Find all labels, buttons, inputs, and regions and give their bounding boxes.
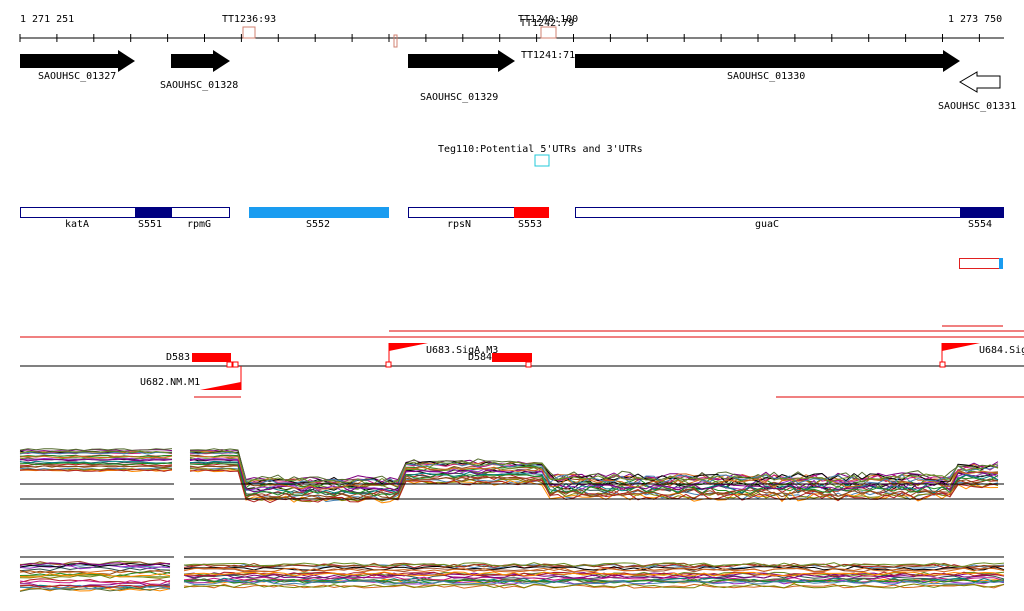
gene-label: SAOUHSC_01328	[160, 80, 238, 91]
feature	[960, 207, 1004, 218]
gene-label: SAOUHSC_01327	[38, 71, 116, 82]
promoter-flag	[200, 382, 241, 390]
profile-line	[183, 571, 1005, 577]
feature-label: S554	[968, 219, 992, 230]
profile-line	[19, 457, 173, 461]
profile-line	[19, 571, 171, 577]
promoter-label: U684.Sig	[979, 345, 1024, 356]
profile-line	[183, 567, 1005, 573]
profile-line	[19, 579, 171, 585]
profile-line	[183, 583, 1005, 589]
terminator	[242, 26, 256, 39]
profile-line	[19, 448, 173, 452]
promoter-label: U683.SigA.M3	[426, 345, 498, 356]
gene-label: SAOUHSC_01330	[727, 71, 805, 82]
profile-line	[189, 448, 999, 482]
gene-arrow	[959, 71, 1001, 93]
promoter-tick	[525, 361, 532, 368]
profile-line	[19, 465, 173, 469]
gene-label: SAOUHSC_01329	[420, 92, 498, 103]
promoter-tick	[939, 361, 946, 368]
terminator-label: TT1240:100	[518, 14, 578, 25]
teg-label: Teg110:Potential 5'UTRs and 3'UTRs	[438, 144, 643, 155]
profile-line	[183, 571, 1005, 577]
feature-label: S551	[138, 219, 162, 230]
expression-profiles	[19, 448, 1005, 592]
profile-line	[19, 572, 171, 578]
feature	[249, 207, 389, 218]
feature-label: rpmG	[187, 219, 211, 230]
gene-arrow	[408, 50, 515, 72]
ruler	[19, 34, 1004, 42]
feature-label: katA	[65, 219, 89, 230]
profile-line	[183, 580, 1005, 586]
promoter-tick	[385, 361, 392, 368]
ruler-end: 1 273 750	[948, 14, 1002, 25]
ruler-start: 1 271 251	[20, 14, 74, 25]
profile-line	[19, 451, 173, 455]
promoter-box	[192, 353, 231, 362]
profile-line	[19, 578, 171, 584]
profile-line	[189, 450, 999, 485]
profile-line	[19, 562, 171, 568]
profile-line	[19, 462, 172, 466]
profile-line	[19, 455, 173, 459]
teg-box	[534, 154, 550, 167]
profile-line	[19, 564, 171, 570]
promoter-label: D584	[468, 352, 492, 363]
feature-label: S552	[306, 219, 330, 230]
feature	[20, 207, 136, 218]
feature	[171, 207, 230, 218]
terminator	[540, 26, 557, 39]
feature-label: guaC	[755, 219, 779, 230]
profile-line	[189, 460, 999, 495]
profile-line	[189, 463, 999, 498]
profile-line	[19, 562, 171, 567]
promoter-tick	[226, 361, 233, 368]
feature	[575, 207, 961, 218]
gene-label: SAOUHSC_01331	[938, 101, 1016, 112]
promoter-tick	[232, 361, 239, 368]
profile-line	[183, 578, 1005, 584]
profile-line	[19, 564, 171, 569]
gene-arrow	[20, 50, 135, 72]
profile-line	[19, 460, 173, 464]
feature	[135, 207, 171, 218]
promoter-label: U682.NM.M1	[140, 377, 200, 388]
profile-line	[19, 468, 173, 472]
profile-line	[19, 566, 171, 572]
gene-arrow	[575, 50, 960, 72]
promoter-box	[492, 353, 532, 362]
terminator	[393, 34, 398, 48]
feature-label: S553	[518, 219, 542, 230]
feature	[514, 207, 549, 218]
profile-line	[19, 450, 173, 454]
terminator-label: TT1236:93	[222, 14, 276, 25]
profile-line	[19, 458, 173, 462]
feature-label: rpsN	[447, 219, 471, 230]
small-feature	[999, 258, 1003, 269]
gene-arrow	[171, 50, 230, 72]
promoter-label: D583	[166, 352, 190, 363]
profile-line	[183, 583, 1005, 589]
promoter-flag	[389, 343, 428, 351]
terminator-label: TT1242:79	[520, 18, 574, 29]
profile-line	[19, 584, 170, 590]
profile-line	[183, 562, 1005, 568]
promoter-flag	[942, 343, 980, 351]
small-feature	[959, 258, 1000, 269]
profile-line	[189, 465, 999, 500]
profile-line	[19, 584, 171, 589]
terminator-label: TT1241:71	[521, 50, 575, 61]
profile-line	[189, 462, 999, 497]
feature	[408, 207, 515, 218]
profile-line	[183, 565, 1005, 571]
profile-line	[19, 584, 171, 590]
